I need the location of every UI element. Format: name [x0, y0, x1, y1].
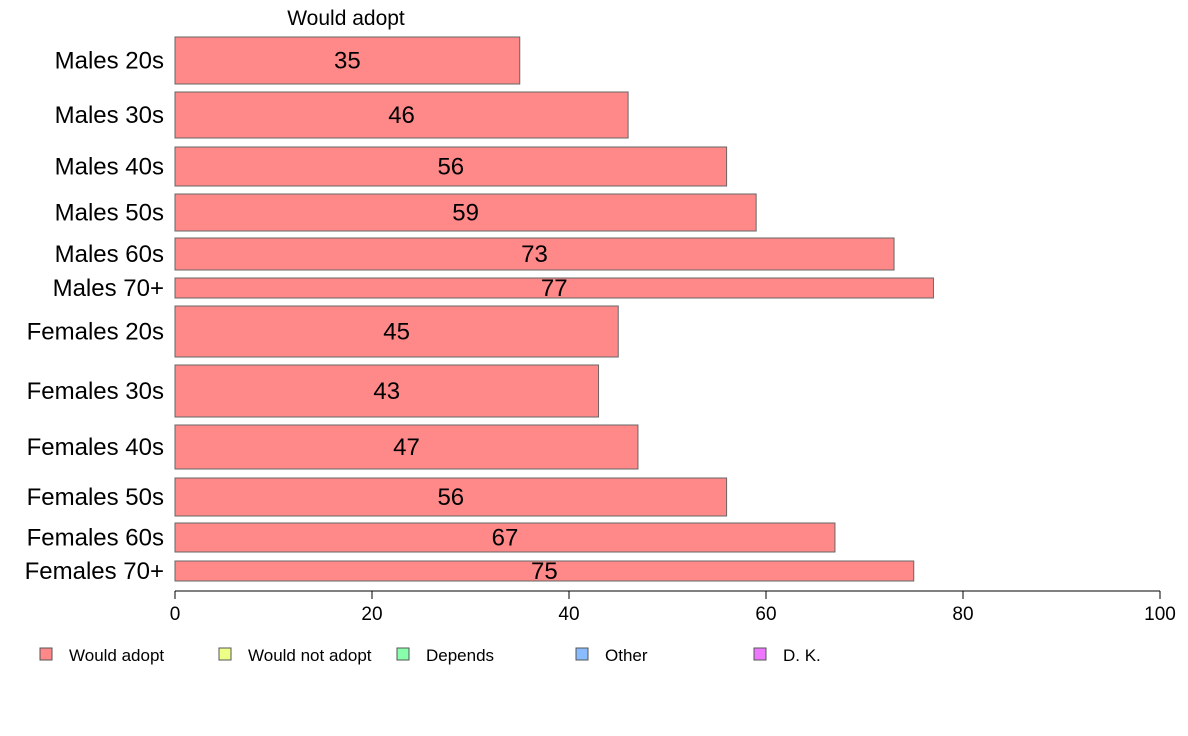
category-label: Males 50s: [55, 200, 164, 227]
bar: [174, 364, 600, 418]
value-label: 56: [437, 154, 464, 181]
value-label: 56: [437, 484, 464, 511]
bar: [174, 522, 836, 553]
category-label: Males 60s: [55, 241, 164, 268]
bar: [174, 237, 895, 271]
category-label: Females 60s: [27, 525, 164, 552]
x-tick-label: 20: [361, 604, 382, 625]
bar: [174, 305, 619, 358]
category-label: Males 30s: [55, 102, 164, 129]
value-label: 35: [334, 48, 361, 75]
value-label: 77: [541, 275, 568, 302]
legend-label: Other: [605, 646, 648, 665]
bar: [174, 277, 934, 299]
legend-label: Depends: [426, 646, 494, 665]
category-label: Males 70+: [53, 275, 164, 302]
x-tick-label: 100: [1144, 604, 1176, 625]
legend-label: Would not adopt: [248, 646, 372, 665]
bar: [174, 36, 521, 85]
value-label: 45: [383, 319, 410, 346]
x-tick-label: 80: [952, 604, 973, 625]
bar: [174, 146, 728, 187]
legend-swatch: [39, 647, 53, 661]
category-label: Females 40s: [27, 434, 164, 461]
category-label: Males 40s: [55, 154, 164, 181]
value-label: 67: [492, 525, 519, 552]
bar: [174, 91, 629, 139]
x-tick-label: 40: [558, 604, 579, 625]
bar: [174, 193, 757, 232]
x-tick-label: 60: [755, 604, 776, 625]
value-label: 59: [452, 200, 479, 227]
legend: Would adopt Would not adopt Depends Other D.…: [39, 646, 821, 665]
category-label: Females 20s: [27, 319, 164, 346]
bar: [174, 477, 728, 517]
category-label: Males 20s: [55, 48, 164, 75]
bar: [174, 424, 639, 470]
category-label: Females 50s: [27, 484, 164, 511]
category-label: Females 30s: [27, 378, 164, 405]
value-label: 73: [521, 241, 548, 268]
legend-swatch: [396, 647, 410, 661]
category-label: Females 70+: [25, 558, 164, 585]
value-label: 75: [531, 558, 558, 585]
x-axis: 0 20 40 60 80 100: [170, 590, 1176, 625]
x-tick-label: 0: [170, 604, 181, 625]
legend-swatch: [753, 647, 767, 661]
legend-swatch: [575, 647, 589, 661]
series-title: Would adopt: [287, 7, 405, 30]
value-label: 47: [393, 434, 420, 461]
legend-label: Would adopt: [69, 646, 164, 665]
legend-swatch: [218, 647, 232, 661]
bars-layer: Males 20s 35 Males 30s 46 Males 40s 56 Males 5…: [25, 36, 934, 585]
value-label: 43: [373, 378, 400, 405]
legend-label: D. K.: [783, 646, 821, 665]
value-label: 46: [388, 102, 415, 129]
bar: [174, 560, 915, 582]
